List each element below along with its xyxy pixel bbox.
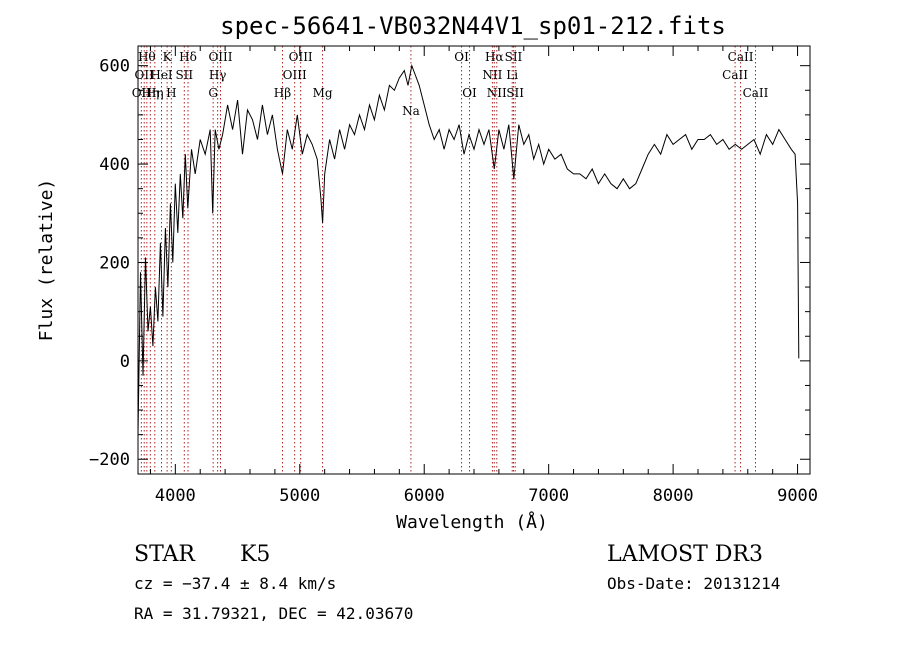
x-axis-ticks: 4000 5000 6000 7000 8000 9000 — [149, 46, 818, 506]
spectral-line-label: OIII — [283, 68, 307, 82]
redshift-velocity: cz = −37.4 ± 8.4 km/s — [134, 574, 336, 593]
y-tick-label: 0 — [120, 352, 130, 372]
spectral-line-label: Na — [402, 104, 420, 118]
spectral-line-label: H — [166, 86, 176, 100]
spectral-line-label: Hθ — [138, 50, 156, 64]
spectral-line-label: SII — [505, 50, 523, 64]
x-axis-label: Wavelength (Å) — [396, 511, 548, 533]
spectral-line-label: SII — [506, 86, 524, 100]
spectral-line-label: CaII — [743, 86, 769, 100]
spectral-line-label: SII — [175, 68, 193, 82]
spectral-line-label: OIII — [289, 50, 313, 64]
y-tick-label: 600 — [99, 57, 130, 77]
survey-name: LAMOST DR3 — [607, 542, 763, 567]
flux-series-line — [137, 63, 800, 435]
chart-title: spec-56641-VB032N44V1_sp01-212.fits — [220, 12, 726, 40]
y-axis-label: Flux (relative) — [36, 179, 57, 342]
spectral-line-label: Li — [506, 68, 518, 82]
spectral-line-label: Hα — [485, 50, 504, 64]
spectral-line-label: OII — [132, 86, 152, 100]
sky-coordinates: RA = 31.79321, DEC = 42.03670 — [134, 604, 413, 623]
x-tick-label: 6000 — [404, 486, 445, 506]
spectral-line-label: OII — [135, 68, 155, 82]
spectral-line-label: Hγ — [209, 68, 227, 82]
y-tick-label: 400 — [99, 155, 130, 175]
spectral-line-label: Hδ — [179, 50, 197, 64]
spectral-line-label: NII — [482, 68, 502, 82]
spectral-line-label: Mg — [313, 86, 333, 100]
spectral-line-label: OI — [454, 50, 469, 64]
spectral-line-label: CaII — [728, 50, 754, 64]
y-tick-label: 200 — [99, 253, 130, 273]
y-axis-ticks: −200 0 200 400 600 — [89, 57, 810, 470]
spectral-line-label: Hη — [141, 86, 159, 100]
x-tick-label: 5000 — [279, 486, 320, 506]
spectral-line-label: OIII — [208, 50, 232, 64]
observation-date: Obs-Date: 20131214 — [607, 574, 780, 593]
x-tick-label: 9000 — [777, 486, 818, 506]
x-tick-label: 8000 — [653, 486, 694, 506]
spectral-line-label: G — [208, 86, 218, 100]
spectral-line-label: K — [163, 50, 173, 64]
spectral-line-label: OI — [462, 86, 477, 100]
object-subclass: K5 — [240, 542, 270, 567]
spectral-line-label: Hβ — [274, 86, 291, 100]
spectral-line-label: HeI — [150, 68, 173, 82]
spectral-line-label: CaII — [722, 68, 748, 82]
x-tick-label: 7000 — [528, 486, 569, 506]
spectral-line-label: NII — [487, 86, 507, 100]
object-class: STAR — [134, 542, 196, 567]
spectral-line-label: Hη — [146, 86, 164, 100]
y-tick-label: −200 — [89, 450, 130, 470]
x-tick-label: 4000 — [155, 486, 196, 506]
spectral-lines-layer — [140, 46, 756, 474]
